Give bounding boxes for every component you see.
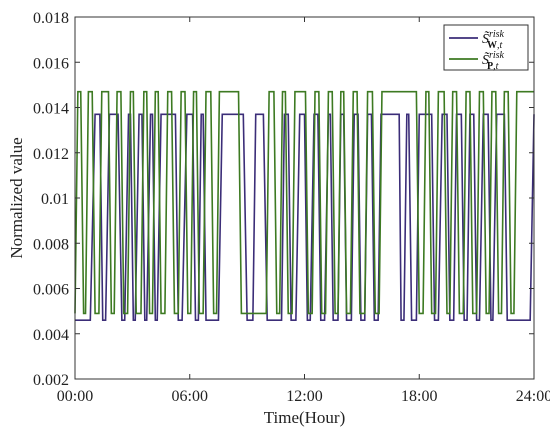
x-tick-label: 18:00 (401, 388, 437, 405)
x-tick-label: 06:00 (172, 388, 208, 405)
y-tick-label: 0.008 (33, 236, 69, 253)
x-tick-label: 24:00 (516, 388, 550, 405)
legend: S̃risk W,tS̃risk P,t (443, 24, 529, 72)
y-tick-label: 0.012 (33, 146, 69, 163)
series-layer (74, 90, 535, 321)
legend-box (443, 24, 529, 71)
series-line-p (74, 90, 534, 315)
y-tick-label: 0.014 (33, 101, 69, 118)
y-tick-label: 0.016 (33, 55, 69, 72)
y-tick-label: 0.01 (41, 191, 69, 208)
y-tick-label: 0.002 (33, 372, 69, 389)
ticks-layer: 00:00 06:00 12:00 18:00 24:00 0.002 0.004 0.006… (33, 10, 550, 405)
x-tick-label: 12:00 (286, 388, 322, 405)
y-tick-label: 0.006 (33, 282, 69, 299)
y-tick-label: 0.004 (33, 327, 69, 344)
x-tick-label: 00:00 (57, 388, 93, 405)
legend-label: S̃risk P,t (482, 50, 505, 72)
y-tick-label: 0.018 (33, 10, 69, 27)
legend-label: S̃risk W,t (482, 29, 505, 51)
y-axis-label: Normalized value (7, 137, 26, 258)
series-line-w (75, 113, 535, 321)
x-axis-label: Time(Hour) (264, 408, 346, 427)
